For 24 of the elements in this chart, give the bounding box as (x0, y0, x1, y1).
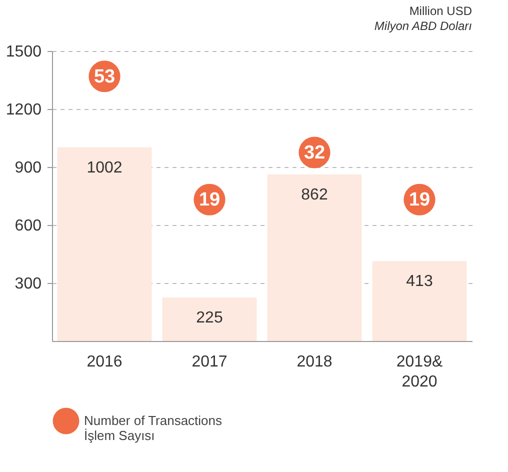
x-tick-label: 2017 (192, 354, 228, 370)
x-tick-label: 2018 (296, 354, 332, 370)
bar (57, 147, 152, 341)
bar (372, 261, 467, 341)
legend-label: Number of Transactions İşlem Sayısı (84, 413, 223, 443)
y-tick-label: 600 (14, 218, 42, 234)
bar (267, 174, 362, 341)
data-label: 19 (408, 190, 430, 211)
data-label: 413 (406, 273, 433, 290)
data-label: 1002 (86, 159, 122, 176)
text: Milyon ABD Doları (374, 19, 472, 33)
data-label: 32 (304, 142, 326, 164)
bar (162, 298, 257, 341)
data-label: 19 (198, 190, 220, 211)
data-label: 862 (301, 186, 328, 204)
data-label: 225 (196, 310, 223, 326)
y-tick-label: 1500 (6, 44, 42, 60)
y-tick-label: 1200 (6, 102, 42, 118)
x-tick-label: 2019& 2020 (396, 354, 443, 390)
x-tick-label: 2016 (86, 354, 122, 370)
text: Million USD (409, 4, 472, 18)
data-label: 53 (94, 66, 116, 88)
y-tick-label: 900 (14, 160, 42, 176)
y-tick-label: 300 (14, 276, 42, 292)
